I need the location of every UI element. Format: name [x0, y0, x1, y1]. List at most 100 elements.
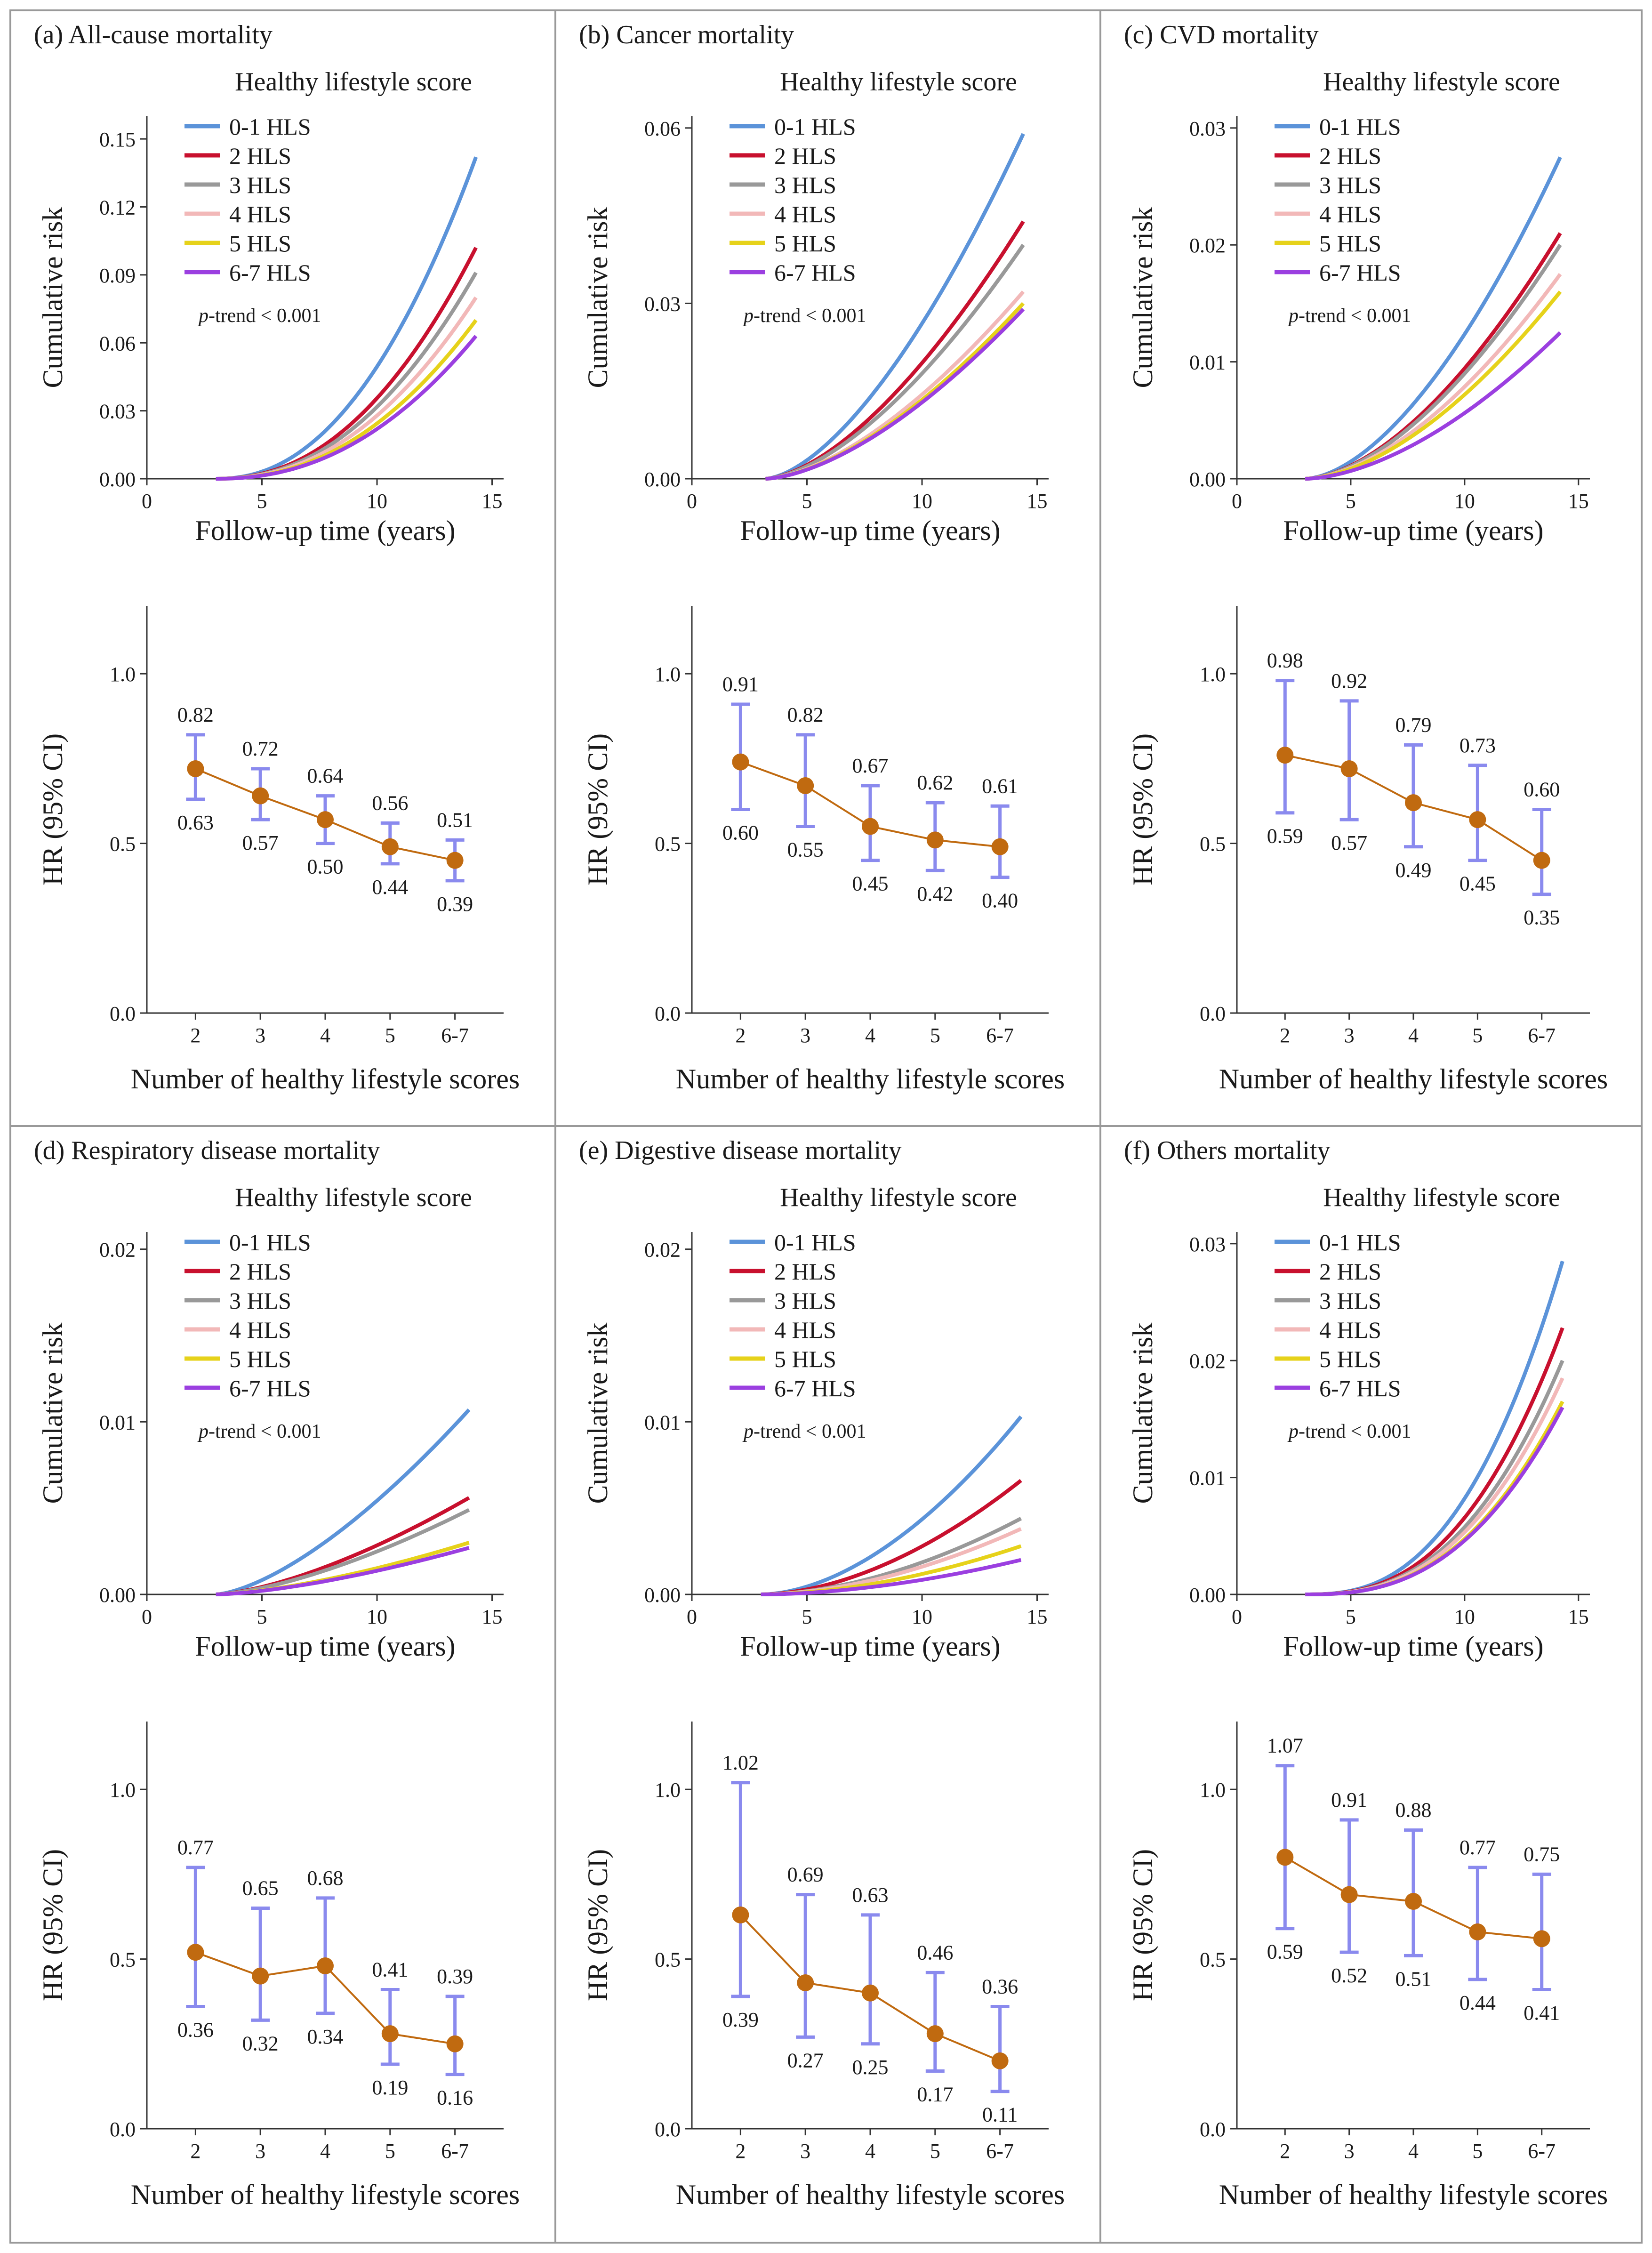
hr-point [446, 2035, 464, 2052]
y-tick-label: 1.0 [1200, 1778, 1226, 1802]
x-tick-label: 10 [912, 490, 932, 513]
y-tick-label: 0.00 [644, 468, 681, 491]
p-trend-label: -trend [1299, 1421, 1351, 1442]
y-tick-label: 0.5 [1200, 833, 1226, 856]
x-tick-label: 10 [912, 1605, 932, 1628]
km-line-3-hls [216, 1508, 470, 1596]
p-trend-label: -trend [1299, 305, 1351, 327]
p-trend-value: < 0.001 [806, 1421, 866, 1442]
legend-label: 2 HLS [229, 143, 291, 169]
ci-upper-label: 0.77 [1460, 1836, 1496, 1859]
legend-label: 6-7 HLS [774, 259, 856, 286]
km-line-0-1-hls [1305, 156, 1562, 481]
legend-label: 0-1 HLS [1319, 1229, 1401, 1255]
hr-point [926, 2025, 944, 2043]
panel-title: (f) Others mortality [1124, 1136, 1331, 1165]
hr-point [1469, 1923, 1486, 1940]
hr-point [1405, 1893, 1422, 1910]
p-trend-p: p [197, 1421, 209, 1442]
ci-upper-label: 1.02 [722, 1751, 759, 1774]
legend-label: 5 HLS [1319, 230, 1381, 257]
x-axis-label: Number of healthy lifestyle scores [131, 1063, 520, 1094]
x-tick-label: 0 [687, 490, 697, 513]
legend-label: 5 HLS [774, 1346, 836, 1372]
hr-point [187, 760, 204, 777]
legend-title: Healthy lifestyle score [235, 67, 472, 97]
hr-point [926, 831, 944, 849]
x-tick-label: 15 [1027, 1605, 1048, 1628]
x-tick-label: 5 [802, 490, 812, 513]
legend-label: 5 HLS [774, 230, 836, 257]
x-tick-label: 0 [687, 1605, 697, 1628]
p-trend-value: < 0.001 [1351, 1421, 1411, 1442]
panel-title: (c) CVD mortality [1124, 20, 1319, 49]
y-tick-label: 0.5 [655, 1948, 681, 1971]
x-tick-label: 10 [367, 1605, 387, 1628]
legend-label: 4 HLS [229, 201, 291, 227]
x-axis-label: Number of healthy lifestyle scores [676, 2179, 1065, 2210]
legend-label: 4 HLS [774, 201, 836, 227]
y-tick-label: 0.12 [99, 196, 136, 219]
x-tick-label: 3 [1344, 1024, 1355, 1047]
hr-point [862, 818, 879, 835]
ci-upper-label: 0.46 [917, 1941, 953, 1964]
y-axis-label: Cumulative risk [37, 207, 68, 388]
km-line-0-1-hls [765, 133, 1025, 481]
km-line-6-7-hls [765, 308, 1025, 481]
ci-upper-label: 0.63 [852, 1883, 889, 1907]
y-tick-label: 0.0 [1200, 1002, 1226, 1025]
legend-label: 6-7 HLS [774, 1375, 856, 1401]
ci-lower-label: 0.57 [1331, 831, 1367, 854]
ci-upper-label: 0.68 [307, 1867, 344, 1890]
panel-e: (e) Digestive disease mortality Healthy l… [579, 1136, 1065, 2210]
ci-upper-label: 0.73 [1460, 734, 1496, 757]
ci-lower-label: 0.39 [437, 893, 473, 916]
y-tick-label: 0.02 [1189, 1350, 1226, 1373]
x-tick-label: 2 [735, 2140, 746, 2163]
p-trend-label: -trend [754, 1421, 806, 1442]
panel-title: (d) Respiratory disease mortality [34, 1136, 380, 1165]
x-tick-label: 2 [190, 1024, 200, 1047]
y-tick-label: 1.0 [110, 663, 136, 686]
x-tick-label: 15 [1568, 490, 1589, 513]
x-tick-label: 3 [255, 1024, 265, 1047]
x-tick-label: 0 [1232, 490, 1242, 513]
legend-label: 4 HLS [1319, 201, 1381, 227]
hr-point [381, 2025, 399, 2043]
y-tick-label: 0.00 [1189, 468, 1226, 491]
y-axis-label: HR (95% CI) [1127, 1849, 1158, 2001]
ci-lower-label: 0.11 [982, 2103, 1018, 2126]
p-trend-annotation: p-trend < 0.001 [742, 305, 866, 327]
y-axis-label: HR (95% CI) [37, 1849, 68, 2001]
x-tick-label: 3 [800, 2140, 810, 2163]
x-tick-label: 5 [1346, 490, 1356, 513]
hr-point [991, 838, 1009, 855]
legend-label: 6-7 HLS [1319, 259, 1401, 286]
hr-point [1469, 811, 1486, 829]
p-trend-value: < 0.001 [1351, 305, 1411, 327]
legend-label: 0-1 HLS [774, 113, 856, 140]
y-tick-label: 0.0 [110, 1002, 136, 1025]
ci-lower-label: 0.16 [437, 2086, 473, 2109]
legend-label: 6-7 HLS [229, 259, 311, 286]
x-tick-label: 10 [1454, 1605, 1475, 1628]
ci-lower-label: 0.59 [1267, 1940, 1303, 1963]
ci-lower-label: 0.40 [982, 889, 1018, 912]
y-tick-label: 1.0 [110, 1778, 136, 1802]
km-plot: Healthy lifestyle score 0.00 0.01 0.02 0 5 10 1… [37, 1183, 504, 1662]
panel-a: (a) All-cause mortality Healthy lifestyle… [34, 20, 520, 1094]
x-tick-label: 15 [1568, 1605, 1589, 1628]
y-axis-label: Cumulative risk [582, 1323, 613, 1504]
ci-lower-label: 0.44 [1460, 1991, 1496, 2014]
hr-point [797, 777, 814, 795]
ci-lower-label: 0.50 [307, 855, 344, 878]
hr-point [732, 1906, 749, 1923]
ci-upper-label: 0.72 [242, 737, 279, 760]
y-axis-label: Cumulative risk [1127, 1323, 1158, 1504]
x-tick-label: 4 [865, 2140, 875, 2163]
ci-lower-label: 0.34 [307, 2025, 344, 2048]
y-tick-label: 0.06 [644, 117, 681, 140]
